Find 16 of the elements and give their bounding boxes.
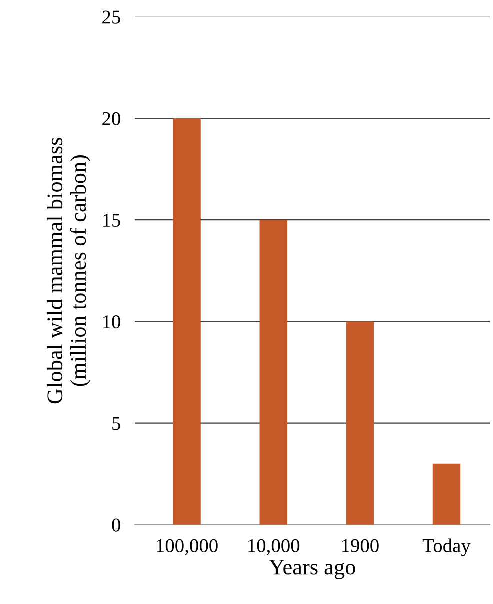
y-tick-label: 20 xyxy=(102,112,120,126)
x-tick-label: 100,000 xyxy=(157,539,218,556)
bar xyxy=(432,464,461,525)
y-axis-title: Global wild mammal biomass (million tonnes of carbon) xyxy=(46,138,91,404)
y-tick-label: 10 xyxy=(103,316,120,329)
y-tick-label: 25 xyxy=(102,10,120,24)
x-tick-label: 1900 xyxy=(342,539,379,552)
y-tick-label: 5 xyxy=(112,417,120,430)
bar xyxy=(260,220,288,525)
bar xyxy=(173,118,201,525)
x-axis-title: Years ago xyxy=(269,560,356,580)
y-tick-label: 0 xyxy=(112,518,120,532)
y-tick-label: 15 xyxy=(103,214,120,228)
x-tick-label: 10,000 xyxy=(248,539,300,556)
x-tick-label: Today xyxy=(422,538,471,556)
bar xyxy=(346,322,374,525)
